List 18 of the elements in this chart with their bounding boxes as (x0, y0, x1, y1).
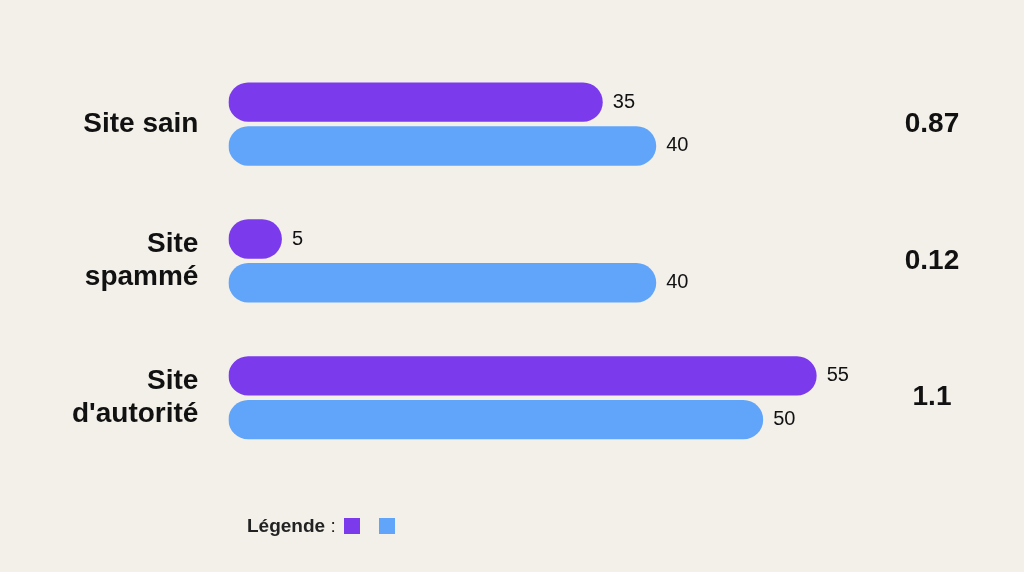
text: Légende : (247, 515, 336, 537)
text: 0.87 (904, 106, 960, 138)
data-label: 50 (773, 407, 796, 430)
bar (228, 356, 817, 396)
y-tick-label: Site spammé (84, 226, 199, 292)
bar (228, 263, 657, 303)
y-tick-label: Site d'autorité (72, 363, 199, 429)
y-tick-label: Site sain (83, 106, 199, 138)
data-label: 40 (666, 133, 689, 156)
bar (228, 399, 764, 440)
data-label: 35 (612, 89, 635, 112)
bar (228, 126, 657, 166)
text: 1.1 (912, 380, 952, 412)
data-label: 40 (666, 270, 689, 293)
data-label: 55 (826, 363, 849, 386)
data-label: 5 (291, 226, 304, 249)
bar (228, 82, 603, 122)
text: 0.12 (904, 243, 960, 275)
